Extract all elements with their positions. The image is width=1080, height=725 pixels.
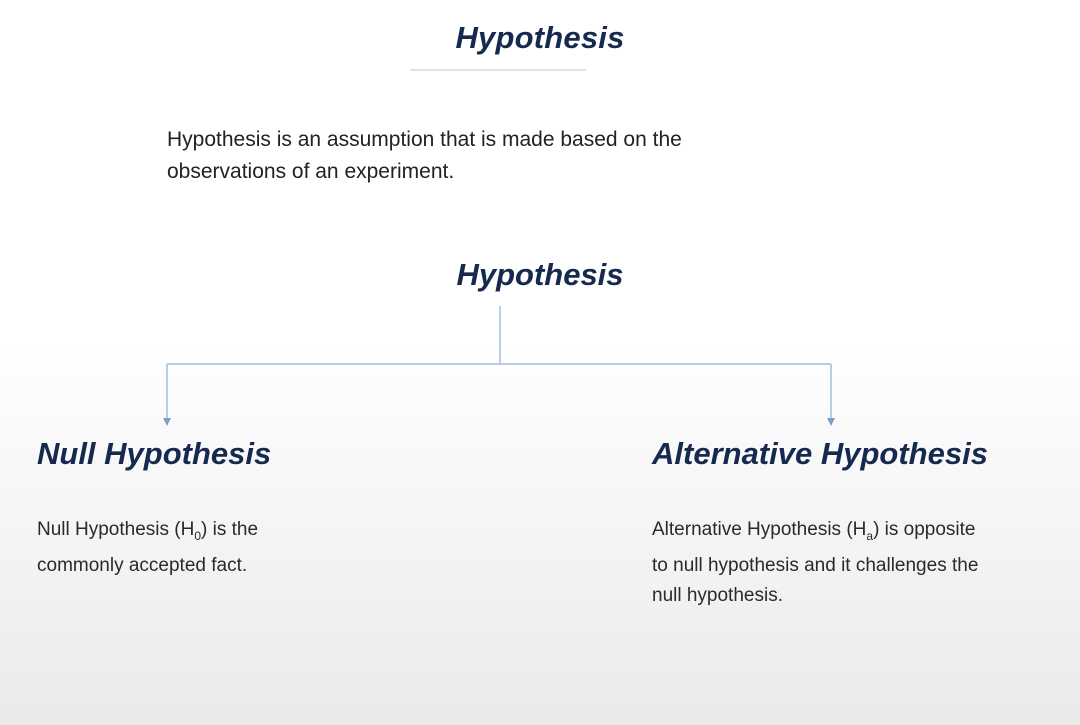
alt-desc-line-3: null hypothesis. (652, 584, 783, 606)
null-hypothesis-description: Null Hypothesis (H0) is the commonly acc… (37, 515, 337, 581)
alt-desc-line-2: to null hypothesis and it challenges the (652, 554, 979, 576)
connector-left-arrowhead (163, 418, 171, 426)
title-underline (410, 69, 586, 71)
definition-line-2: observations of an experiment. (167, 160, 455, 183)
alternative-hypothesis-title: Alternative Hypothesis (652, 436, 988, 471)
definition-text: Hypothesis is an assumption that is made… (167, 124, 827, 188)
null-hypothesis-title: Null Hypothesis (37, 436, 272, 471)
alternative-hypothesis-description: Alternative Hypothesis (Ha) is opposite … (652, 515, 1062, 611)
diagram-root-node: Hypothesis (456, 257, 624, 292)
null-desc-line-1: Null Hypothesis (H0) is the (37, 519, 259, 543)
alt-desc-line-1: Alternative Hypothesis (Ha) is opposite (652, 519, 976, 543)
connector-right-arrowhead (827, 418, 835, 426)
null-desc-line-2: commonly accepted fact. (37, 554, 248, 576)
definition-line-1: Hypothesis is an assumption that is made… (167, 128, 682, 151)
slide-title: Hypothesis (455, 20, 625, 55)
